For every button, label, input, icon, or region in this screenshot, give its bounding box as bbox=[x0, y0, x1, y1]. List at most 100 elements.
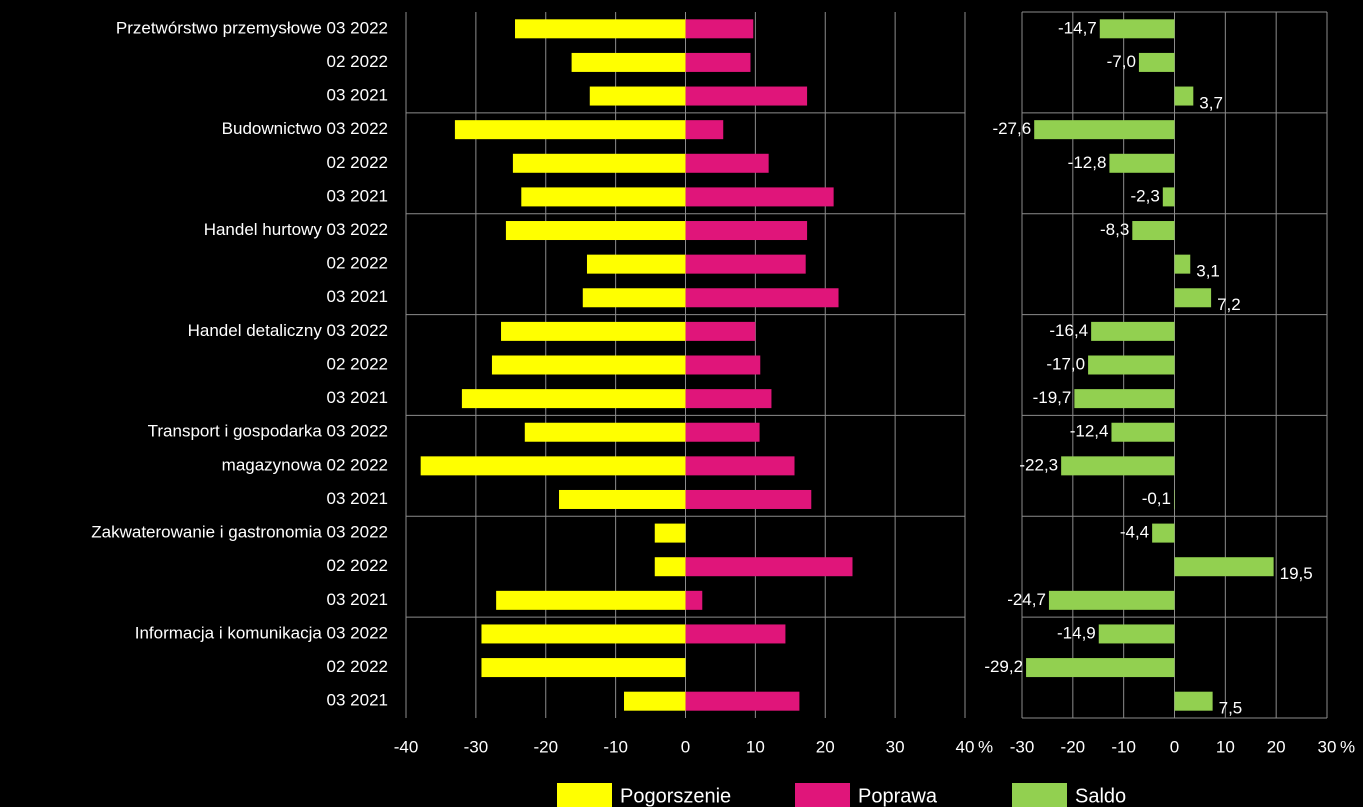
y-tick-label: Informacja i komunikacja 03 2022 bbox=[135, 623, 388, 642]
y-tick-label: Budownictwo 03 2022 bbox=[222, 119, 388, 138]
bar bbox=[685, 120, 724, 140]
bar bbox=[1061, 456, 1175, 476]
data-label: 3,1 bbox=[1196, 262, 1220, 281]
y-tick-label: Przetwórstwo przemysłowe 03 2022 bbox=[116, 18, 388, 37]
legend-swatch bbox=[557, 783, 612, 807]
bar bbox=[420, 456, 686, 476]
data-label: -12,4 bbox=[1070, 422, 1109, 441]
y-tick-label: 02 2022 bbox=[327, 354, 388, 373]
bar bbox=[582, 288, 686, 308]
y-tick-label: 03 2021 bbox=[327, 489, 388, 508]
bar bbox=[559, 489, 686, 509]
y-tick-label: Transport i gospodarka 03 2022 bbox=[148, 422, 388, 441]
bar bbox=[1099, 19, 1175, 39]
data-label: -0,1 bbox=[1142, 489, 1171, 508]
bar bbox=[1048, 590, 1175, 610]
bar bbox=[1174, 691, 1213, 711]
data-label: 7,5 bbox=[1219, 699, 1243, 718]
bar bbox=[685, 153, 769, 173]
bar bbox=[685, 187, 834, 207]
y-tick-label: 03 2021 bbox=[327, 691, 388, 710]
x-tick-label: 0 bbox=[1170, 737, 1179, 756]
x-axis-label: % bbox=[1340, 737, 1355, 756]
y-tick-label: 02 2022 bbox=[327, 556, 388, 575]
y-tick-label: 03 2021 bbox=[327, 186, 388, 205]
bar bbox=[685, 624, 786, 644]
x-tick-label: -10 bbox=[603, 737, 628, 756]
bar bbox=[571, 52, 686, 72]
bar bbox=[685, 389, 772, 409]
y-tick-label: Handel hurtowy 03 2022 bbox=[204, 220, 388, 239]
bar bbox=[505, 221, 686, 241]
data-label: -12,8 bbox=[1068, 153, 1107, 172]
bar bbox=[1091, 321, 1175, 341]
y-tick-label: 02 2022 bbox=[327, 52, 388, 71]
data-label: -22,3 bbox=[1019, 455, 1058, 474]
data-label: -7,0 bbox=[1107, 52, 1136, 71]
y-tick-label: 02 2022 bbox=[327, 153, 388, 172]
bar bbox=[1098, 624, 1175, 644]
bar bbox=[515, 19, 686, 39]
bar bbox=[1074, 389, 1175, 409]
bar bbox=[524, 422, 686, 442]
bar bbox=[1132, 221, 1175, 241]
x-tick-label: 40 bbox=[956, 737, 975, 756]
legend-label: Poprawa bbox=[858, 785, 938, 807]
bar bbox=[1026, 658, 1175, 678]
legend-swatch bbox=[1012, 783, 1067, 807]
bar bbox=[685, 221, 808, 241]
data-label: -24,7 bbox=[1007, 590, 1046, 609]
bar bbox=[685, 691, 800, 711]
x-tick-label: 20 bbox=[1267, 737, 1286, 756]
bar bbox=[1173, 489, 1175, 509]
data-label: 3,7 bbox=[1199, 94, 1223, 113]
x-tick-label: -30 bbox=[1010, 737, 1035, 756]
bar bbox=[496, 590, 686, 610]
y-tick-label: 02 2022 bbox=[327, 254, 388, 273]
bar bbox=[454, 120, 686, 140]
bar bbox=[1174, 288, 1212, 308]
data-label: -2,3 bbox=[1131, 186, 1160, 205]
y-tick-label: 03 2021 bbox=[327, 590, 388, 609]
data-label: -27,6 bbox=[992, 119, 1031, 138]
data-label: -29,2 bbox=[984, 657, 1023, 676]
y-tick-label: magazynowa 02 2022 bbox=[222, 455, 388, 474]
x-tick-label: -20 bbox=[533, 737, 558, 756]
x-tick-label: 30 bbox=[886, 737, 905, 756]
y-tick-label: 03 2021 bbox=[327, 287, 388, 306]
x-tick-label: -10 bbox=[1111, 737, 1136, 756]
data-label: -14,7 bbox=[1058, 18, 1097, 37]
data-label: 19,5 bbox=[1280, 564, 1313, 583]
bar bbox=[589, 86, 686, 106]
legend-swatch bbox=[795, 783, 850, 807]
bar bbox=[685, 321, 756, 341]
bar bbox=[586, 254, 686, 274]
y-tick-label: 02 2022 bbox=[327, 657, 388, 676]
x-tick-label: 20 bbox=[816, 737, 835, 756]
bar bbox=[685, 590, 703, 610]
data-label: -14,9 bbox=[1057, 623, 1096, 642]
bar bbox=[1088, 355, 1175, 375]
legend-label: Saldo bbox=[1075, 785, 1126, 807]
data-label: -17,0 bbox=[1046, 354, 1085, 373]
bar bbox=[624, 691, 686, 711]
bar bbox=[461, 389, 686, 409]
bar bbox=[1034, 120, 1175, 140]
bar bbox=[491, 355, 686, 375]
bar bbox=[1174, 557, 1274, 577]
bar bbox=[685, 19, 754, 39]
x-tick-label: 10 bbox=[746, 737, 765, 756]
x-tick-label: -30 bbox=[464, 737, 489, 756]
bar bbox=[501, 321, 686, 341]
x-tick-label: -40 bbox=[394, 737, 419, 756]
x-tick-label: 10 bbox=[1216, 737, 1235, 756]
bar bbox=[481, 658, 686, 678]
data-label: 7,2 bbox=[1217, 295, 1241, 314]
y-tick-label: Handel detaliczny 03 2022 bbox=[188, 321, 388, 340]
legend-label: Pogorszenie bbox=[620, 785, 731, 807]
bar bbox=[1162, 187, 1175, 207]
y-tick-label: 03 2021 bbox=[327, 388, 388, 407]
bar bbox=[654, 557, 686, 577]
x-tick-label: 0 bbox=[681, 737, 690, 756]
bar bbox=[512, 153, 686, 173]
